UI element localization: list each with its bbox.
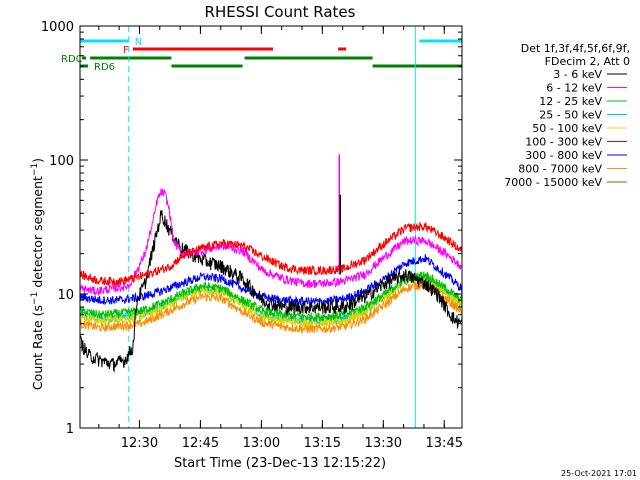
x-tick-label: 12:30 (121, 436, 158, 451)
flag-label: N (135, 37, 142, 48)
x-axis-label: Start Time (23-Dec-13 12:15:22) (174, 456, 386, 471)
plot-frame (79, 25, 463, 429)
series-line-800-7000keV (79, 278, 463, 335)
legend-entry: 6 - 12 keV (546, 82, 602, 95)
legend-entry: 100 - 300 keV (525, 136, 602, 149)
legend-entry: 3 - 6 keV (553, 68, 602, 81)
legend-entry: 25 - 50 keV (539, 109, 602, 122)
flag-label: RDC (61, 54, 83, 65)
series-line-100-300keV (79, 221, 463, 288)
axes: 1 10 100 1000 12:30 12:45 13:00 13:15 13:30 13:45 (41, 20, 463, 451)
series-line-6-12keV (79, 188, 462, 296)
legend-entry: 800 - 7000 keV (518, 163, 602, 176)
y-label-part: detector segment (30, 176, 45, 292)
legend-entry: 7000 - 15000 keV (504, 176, 602, 189)
legend-header: Det 1f,3f,4f,5f,6f,9f, (521, 42, 630, 55)
legend-header: FDecim 2, Att 0 (545, 55, 630, 68)
flag-label: F (123, 45, 129, 56)
flag-label: RD6 (94, 62, 115, 73)
series-lines (79, 154, 463, 373)
legend-entry: 50 - 100 keV (532, 122, 602, 135)
x-tick-label: 12:45 (182, 436, 219, 451)
x-tick-label: 13:00 (243, 436, 280, 451)
legend-entry: 12 - 25 keV (539, 95, 602, 108)
y-tick-label: 10 (57, 288, 74, 303)
x-tick-label: 13:45 (426, 436, 463, 451)
y-axis-label: Count Rate (s−1 detector segment−1) (30, 158, 45, 390)
legend-entry: 300 - 800 keV (525, 149, 602, 162)
flag-bars: NF RDC RD6 (61, 37, 462, 73)
chart-title: RHESSI Count Rates (205, 3, 356, 21)
y-label-part: Count Rate (s (30, 305, 45, 390)
series-line-3-6keV (79, 210, 463, 373)
series-line-50-100keV (79, 273, 463, 328)
y-tick-label: 1000 (41, 20, 74, 35)
x-tick-label: 13:15 (304, 436, 341, 451)
y-label-sup: −1 (30, 163, 40, 176)
footer-timestamp: 25-Oct-2021 17:01 (561, 469, 637, 478)
y-label-sup: −1 (30, 292, 40, 305)
x-tick-label: 13:30 (365, 436, 402, 451)
y-tick-label: 1 (66, 422, 74, 437)
legend: Det 1f,3f,4f,5f,6f,9f,FDecim 2, Att 03 -… (504, 42, 630, 189)
y-label-part: ) (30, 158, 45, 163)
y-tick-label: 100 (49, 154, 74, 169)
